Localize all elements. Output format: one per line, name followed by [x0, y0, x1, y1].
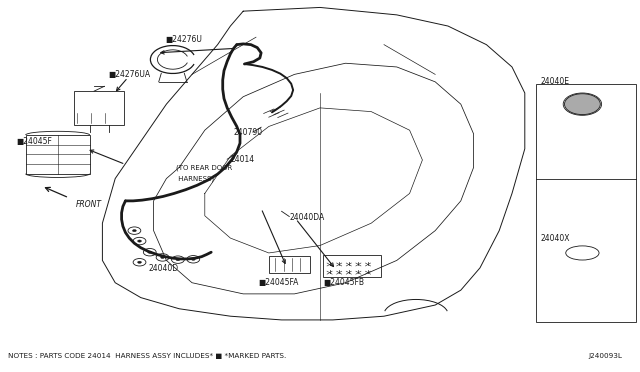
Text: 24040E: 24040E	[541, 77, 570, 86]
Text: J240093L: J240093L	[588, 353, 622, 359]
Circle shape	[138, 261, 141, 263]
Text: ■24045F: ■24045F	[16, 137, 52, 146]
Text: NOTES : PARTS CODE 24014  HARNESS ASSY INCLUDES* ■ *MARKED PARTS.: NOTES : PARTS CODE 24014 HARNESS ASSY IN…	[8, 353, 286, 359]
Text: 240790: 240790	[234, 128, 263, 137]
Text: 24040DA: 24040DA	[289, 213, 324, 222]
Text: 24040D: 24040D	[148, 264, 179, 273]
Circle shape	[176, 259, 180, 261]
Circle shape	[132, 230, 136, 232]
Text: 24040X: 24040X	[541, 234, 570, 243]
Text: (TO REAR DOOR: (TO REAR DOOR	[176, 165, 232, 171]
Text: ■24276U: ■24276U	[165, 35, 202, 44]
Text: HARNESS): HARNESS)	[176, 175, 214, 182]
Circle shape	[191, 258, 195, 260]
Circle shape	[564, 94, 600, 115]
Circle shape	[148, 251, 152, 253]
Text: 24014: 24014	[230, 155, 255, 164]
Circle shape	[138, 240, 141, 242]
Circle shape	[161, 256, 164, 259]
Text: ■24045FA: ■24045FA	[258, 278, 298, 287]
Text: FRONT: FRONT	[76, 200, 102, 209]
Text: ■24276UA: ■24276UA	[109, 70, 151, 79]
Text: ■24045FB: ■24045FB	[323, 278, 364, 287]
